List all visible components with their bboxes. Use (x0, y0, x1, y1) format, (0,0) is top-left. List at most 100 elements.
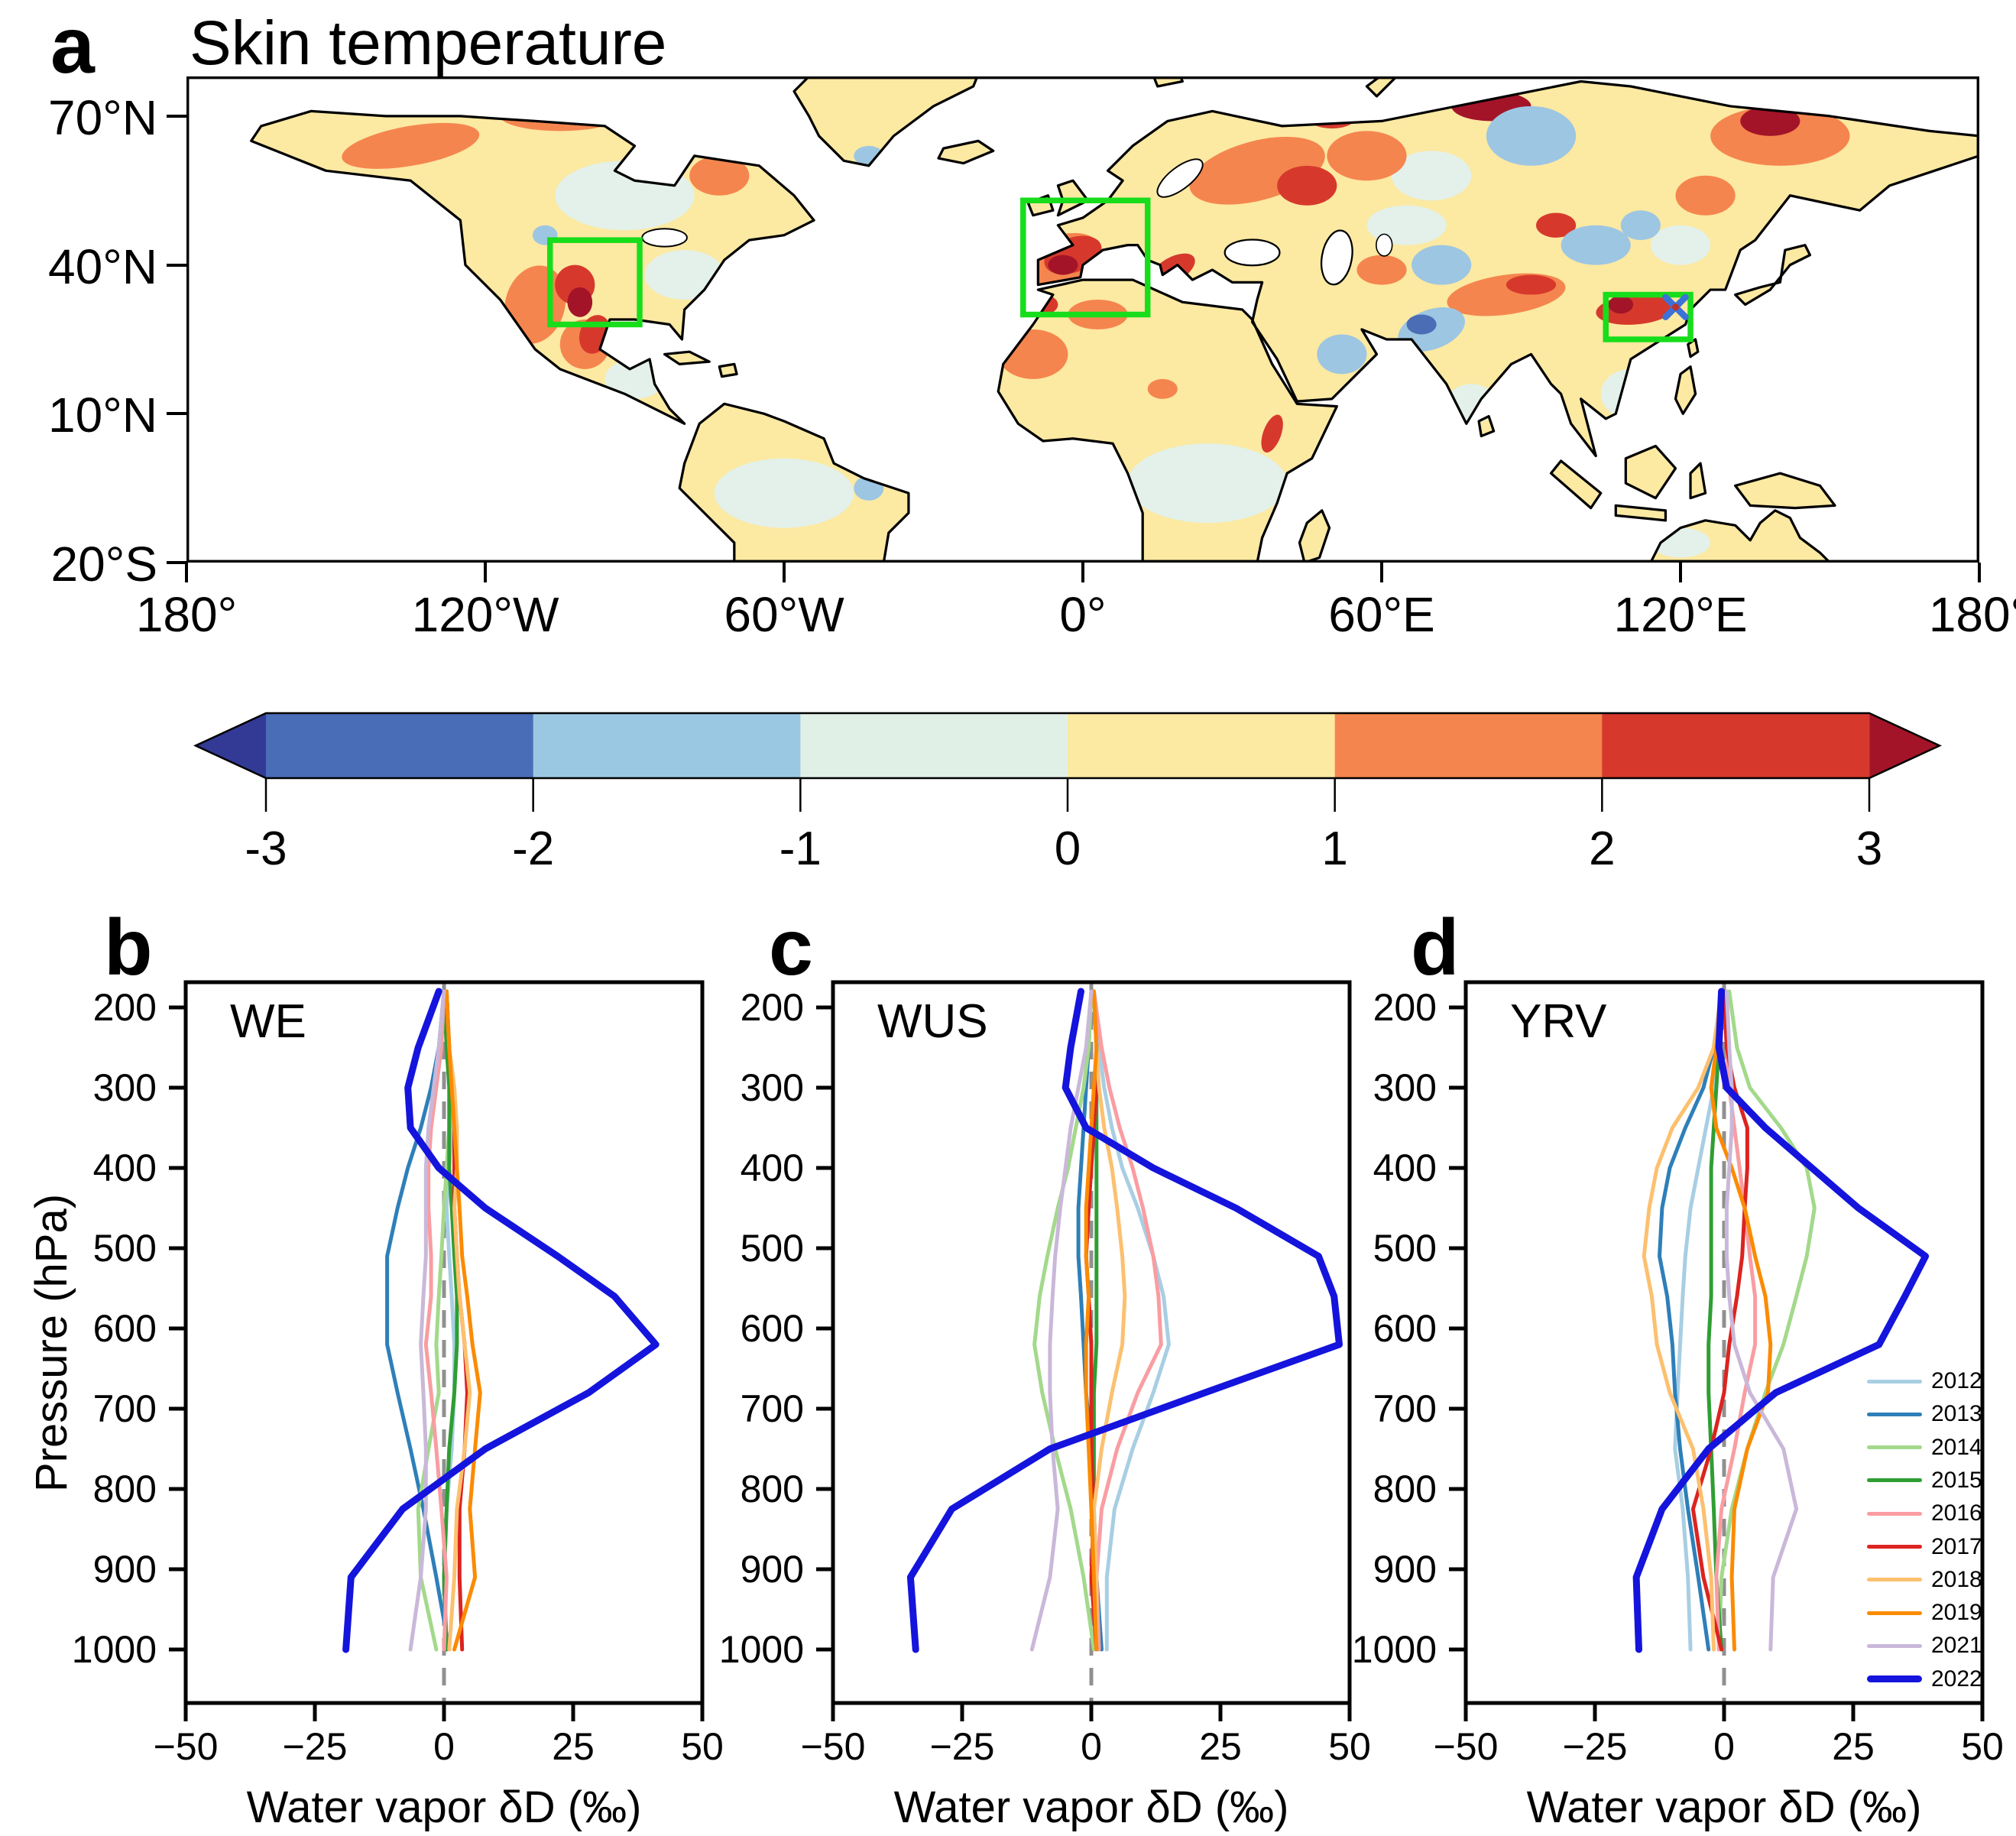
y-tick-label: 400 (740, 1147, 804, 1189)
region-box-we (1020, 197, 1151, 318)
colorbar-segment (1068, 713, 1336, 778)
y-tick-label: 800 (740, 1467, 804, 1510)
x-tick-label: 50 (1328, 1725, 1371, 1768)
y-tick-label: 400 (92, 1147, 157, 1189)
colorbar-tick-label: -2 (512, 822, 555, 875)
series-line-2016 (423, 989, 449, 1652)
series-line-2016 (1091, 989, 1163, 1652)
map-title: Skin temperature (190, 8, 667, 78)
anomaly-patch (1650, 225, 1711, 265)
region-label-yrv: YRV (1510, 995, 1607, 1048)
profile-chart-wus (816, 980, 1352, 1721)
anomaly-patch (1317, 334, 1367, 375)
anomaly-patch (342, 122, 480, 169)
legend-swatch-2022 (1867, 1675, 1922, 1683)
series-line-2022 (906, 988, 1343, 1653)
series-line-2013 (1658, 989, 1724, 1652)
x-axis-title: Water vapor δD (‰) (1526, 1782, 1922, 1832)
x-axis-title: Water vapor δD (‰) (893, 1782, 1289, 1832)
map-lat-tick-label: 20°S (50, 537, 157, 592)
anomaly-patch (1356, 255, 1407, 285)
y-tick-label: 400 (1373, 1147, 1437, 1189)
anomaly-patch (1412, 245, 1472, 285)
y-tick-label: 500 (92, 1226, 157, 1270)
x-tick-label: 50 (681, 1725, 724, 1768)
legend-swatch-2019 (1867, 1611, 1922, 1615)
legend-label-2017: 2017 (1931, 1533, 1982, 1559)
map-lon-tick (1679, 563, 1682, 582)
legend-label-2019: 2019 (1931, 1600, 1982, 1626)
legend-swatch-2021 (1867, 1643, 1922, 1648)
map-lon-tick (185, 563, 188, 582)
map-lon-tick-label: 180° (135, 587, 238, 642)
series-line-2018 (1642, 989, 1724, 1652)
series-lines (906, 988, 1343, 1653)
x-tick-label: −25 (282, 1725, 348, 1768)
colorbar-segment (266, 713, 534, 778)
anomaly-patch (1740, 105, 1800, 136)
legend-label-2018: 2018 (1931, 1566, 1982, 1592)
colorbar-segment (533, 713, 801, 778)
map-lat-tick (167, 263, 186, 267)
anomaly-patch (714, 458, 854, 528)
y-tick-label: 500 (1373, 1226, 1437, 1270)
profile-chart-yrv (1449, 980, 1985, 1721)
map-lon-tick (1978, 563, 1981, 582)
legend-label-2014: 2014 (1931, 1434, 1982, 1460)
x-tick-label: 0 (433, 1725, 455, 1768)
anomaly-patch (1561, 225, 1631, 265)
black-sea (1224, 238, 1281, 267)
anomaly-patch (689, 155, 750, 196)
great-lakes (641, 228, 688, 248)
map-lon-tick (1081, 563, 1084, 582)
anomaly-patch (1048, 255, 1078, 275)
region-label-wus: WUS (877, 995, 988, 1048)
legend-label-2016: 2016 (1931, 1500, 1982, 1526)
y-tick-label: 300 (92, 1066, 157, 1109)
legend-swatch-2012 (1867, 1379, 1922, 1383)
map-lon-tick (783, 563, 786, 582)
y-tick-label: 1000 (1351, 1627, 1437, 1671)
x-tick-label: 25 (1199, 1725, 1242, 1768)
colorbar (193, 712, 1942, 812)
series-line-2018 (444, 989, 472, 1652)
legend-label-2022: 2022 (1931, 1666, 1982, 1692)
x-tick-label: 0 (1081, 1725, 1102, 1768)
world-map (186, 76, 1979, 563)
anomaly-patch (1620, 210, 1661, 241)
series-line-2014 (1032, 989, 1096, 1652)
anomaly-patch (1675, 175, 1736, 216)
y-tick-label: 500 (740, 1226, 804, 1270)
y-tick-label: 300 (740, 1066, 804, 1109)
y-tick-label: 700 (1373, 1387, 1437, 1430)
x-tick-label: −25 (929, 1725, 995, 1768)
y-tick-label: 700 (740, 1387, 804, 1430)
map-lon-tick-label: 0° (1059, 587, 1107, 642)
map-lon-tick-label: 120°E (1613, 587, 1748, 642)
series-line-2022 (342, 988, 660, 1653)
series-line-2019 (1709, 989, 1773, 1652)
map-lon-tick-label: 180° (1928, 587, 2016, 642)
caspian-sea (1320, 229, 1353, 286)
colorbar-right-arrow (1869, 713, 1940, 778)
x-tick-label: 0 (1713, 1725, 1735, 1768)
map-lon-tick (484, 563, 487, 582)
panel-c-letter: c (769, 903, 813, 992)
series-lines (1632, 988, 1930, 1653)
y-tick-label: 1000 (718, 1627, 804, 1671)
colorbar-tick-label: 3 (1856, 822, 1883, 875)
anomaly-patch (1486, 105, 1577, 166)
colorbar-segment (800, 713, 1068, 778)
map-lat-tick-label: 10°N (48, 388, 157, 443)
y-tick-label: 800 (1373, 1467, 1437, 1510)
legend-swatch-2014 (1867, 1445, 1922, 1450)
series-line-2021 (408, 989, 446, 1652)
anomaly-patch (1536, 212, 1577, 238)
series-line-2022 (1632, 988, 1930, 1653)
x-tick-label: −50 (153, 1725, 219, 1768)
legend-swatch-2013 (1867, 1412, 1922, 1416)
panel-d-letter: d (1411, 903, 1460, 992)
x-tick-label: −50 (800, 1725, 866, 1768)
map-border (186, 76, 1979, 563)
